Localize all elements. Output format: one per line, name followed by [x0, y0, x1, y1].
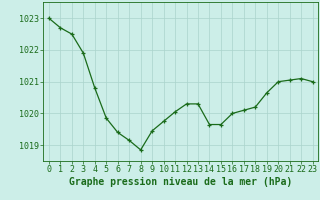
X-axis label: Graphe pression niveau de la mer (hPa): Graphe pression niveau de la mer (hPa) — [69, 177, 292, 187]
